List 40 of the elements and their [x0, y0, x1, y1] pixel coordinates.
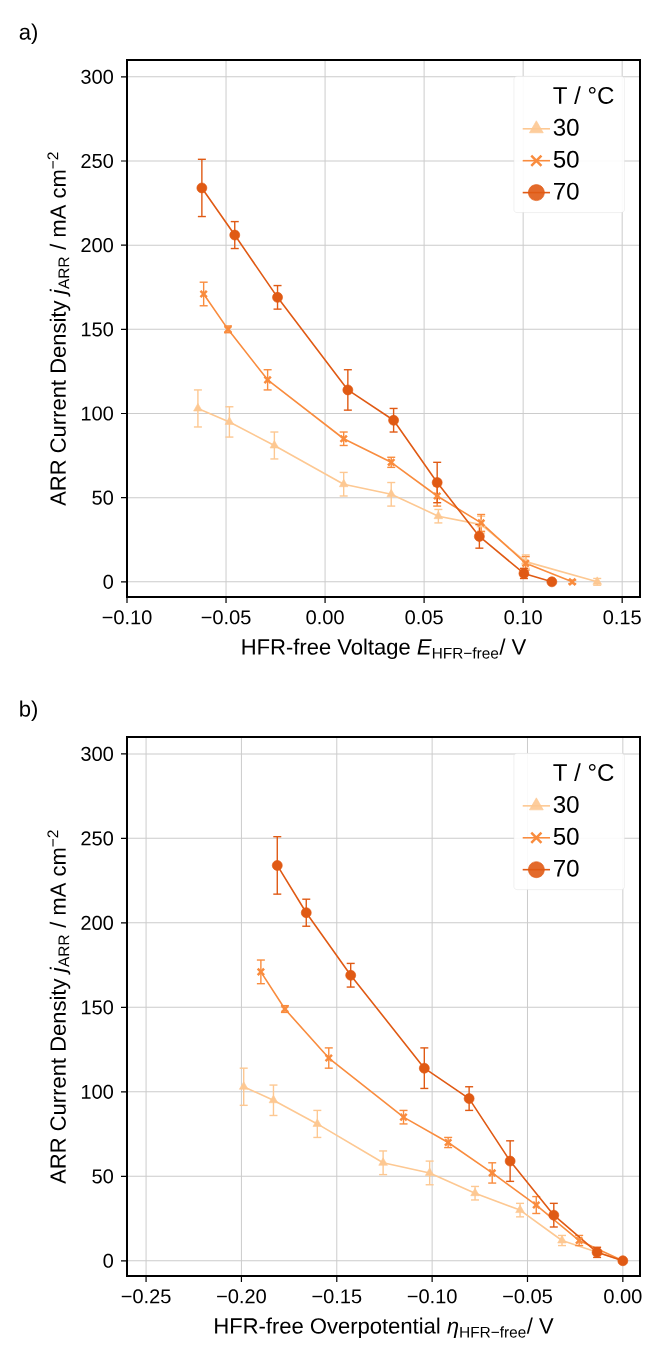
legend-title: T / °C — [553, 86, 614, 104]
y-tick-label: 150 — [81, 1000, 113, 1015]
y-tick-label: 200 — [81, 238, 114, 253]
y-tick-label: 150 — [81, 322, 114, 337]
y-tick-label: 300 — [81, 69, 114, 84]
x-tick-label: −0.10 — [102, 610, 152, 625]
legend-title: T / °C — [553, 763, 614, 781]
y-tick-label: 50 — [92, 1169, 114, 1184]
y-tick-label: 100 — [81, 406, 114, 421]
x-tick-label: 0.00 — [604, 1289, 642, 1304]
legend-label: 30 — [553, 118, 579, 136]
x-tick-label: −0.05 — [201, 610, 251, 625]
y-tick-label: 200 — [81, 915, 113, 930]
legend-label: 50 — [553, 827, 579, 845]
x-tick-label: 0.00 — [306, 610, 344, 625]
legend-label: 70 — [554, 859, 579, 877]
chart-title: b) — [20, 700, 37, 722]
x-axis-title: HFR-free Voltage E$_{HFR−free}$/ V — [242, 638, 527, 660]
x-tick-label: 0.10 — [504, 610, 542, 625]
legend-label: 30 — [553, 795, 579, 813]
y-tick-label: 50 — [92, 490, 114, 505]
y-tick-label: 250 — [81, 831, 113, 846]
y-tick-label: 0 — [103, 574, 114, 589]
y-axis-title: ARR Current Density j$_{ARR}$ / mA cm$^{−2}$ — [47, 152, 71, 506]
y-tick-label: 100 — [81, 1084, 113, 1099]
y-tick-label: 0 — [103, 1253, 114, 1268]
x-axis-title: HFR-free Overpotential η$_{HFR−free}$/ V — [215, 1317, 554, 1339]
x-tick-label: −0.10 — [407, 1289, 457, 1304]
legend-label: 70 — [554, 182, 579, 200]
legend-label: 50 — [553, 150, 579, 168]
x-tick-label: −0.05 — [503, 1289, 552, 1304]
y-tick-label: 250 — [81, 153, 114, 169]
x-tick-label: −0.25 — [121, 1289, 171, 1304]
x-tick-label: 0.05 — [405, 610, 443, 625]
chart-title: a) — [19, 23, 37, 45]
y-tick-label: 300 — [81, 746, 113, 761]
x-tick-label: 0.15 — [603, 610, 641, 625]
x-tick-label: −0.20 — [217, 1289, 266, 1304]
x-tick-label: −0.15 — [312, 1289, 362, 1304]
y-axis-title: ARR Current Density j$_{ARR}$ / mA cm$^{−2}$ — [47, 830, 71, 1184]
